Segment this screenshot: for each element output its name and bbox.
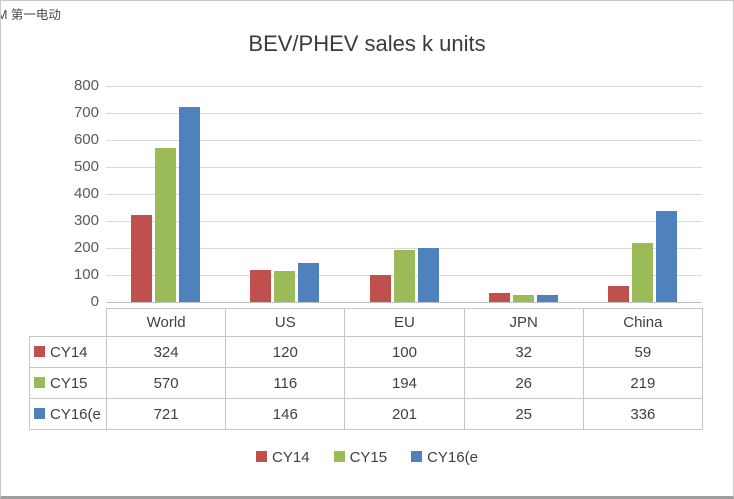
bar-cy14-jpn (488, 293, 510, 302)
y-tick-label: 600 (73, 131, 99, 148)
value-cell: 146 (225, 398, 346, 430)
gridline (106, 221, 702, 222)
gridline (106, 86, 702, 87)
bar-group-china (583, 86, 702, 302)
bar-cy16e-us (298, 262, 320, 302)
legend-label: CY15 (349, 449, 388, 466)
bar-cy15-china (631, 242, 653, 302)
legend-item: CY14 (256, 449, 310, 466)
table-row: CY15 570 116 194 26 219 (29, 367, 703, 399)
value-cell: 32 (463, 336, 584, 368)
bar-cy16e-eu (417, 247, 439, 302)
gridline (106, 140, 702, 141)
bar-cy16e-jpn (536, 295, 558, 302)
gridline (106, 248, 702, 249)
plot-area (106, 86, 702, 303)
gridline (106, 113, 702, 114)
series-label-cell: CY16(e (29, 398, 107, 430)
x-axis-line (106, 302, 702, 303)
series-swatch (34, 408, 45, 420)
value-cell: 201 (344, 398, 465, 430)
legend-swatch (256, 451, 268, 462)
value-cell: 25 (463, 398, 584, 430)
legend-swatch (411, 451, 423, 462)
bar-cy14-eu (369, 275, 391, 302)
table-header-row: World US EU JPN China (29, 308, 703, 337)
y-tick-label: 200 (73, 239, 99, 256)
bar-group-jpn (464, 86, 583, 302)
legend-item: CY15 (333, 449, 388, 466)
bar-groups (106, 86, 702, 302)
legend-item: CY16(e (411, 449, 478, 466)
table-row: CY16(e 721 146 201 25 336 (29, 398, 703, 430)
series-label-cell: CY15 (29, 367, 107, 399)
value-cell: 324 (105, 336, 227, 368)
y-tick-label: 700 (73, 104, 99, 121)
legend-label: CY16(e (427, 449, 478, 466)
bar-cy15-world (155, 148, 177, 302)
category-header: World (105, 308, 227, 337)
value-cell: 194 (344, 367, 465, 399)
chart-title: BEV/PHEV sales k units (248, 31, 486, 56)
series-swatch (34, 346, 45, 358)
y-axis-labels: 0 100 200 300 400 500 600 700 800 (53, 77, 99, 310)
category-header: US (225, 308, 346, 337)
legend-label: CY14 (272, 449, 310, 466)
value-cell: 59 (582, 336, 703, 368)
table-corner-cell (29, 308, 107, 337)
value-cell: 116 (225, 367, 346, 399)
value-cell: 26 (463, 367, 584, 399)
y-tick-label: 300 (73, 212, 99, 229)
y-tick-label: 500 (73, 158, 99, 175)
series-label-cell: CY14 (29, 336, 107, 368)
category-header: China (582, 308, 703, 337)
bar-cy15-eu (393, 249, 415, 302)
bar-cy14-world (131, 214, 153, 302)
bar-cy15-us (274, 270, 296, 302)
gridline (106, 167, 702, 168)
gridline (106, 194, 702, 195)
table-row: CY14 324 120 100 32 59 (29, 336, 703, 368)
value-cell: 721 (105, 398, 227, 430)
series-swatch (34, 377, 45, 389)
value-cell: 336 (582, 398, 703, 430)
legend-swatch (333, 451, 345, 462)
category-header: JPN (463, 308, 584, 337)
bar-cy15-jpn (512, 294, 534, 302)
value-cell: 570 (105, 367, 227, 399)
watermark: M 第一电动 (0, 8, 61, 22)
bar-group-eu (344, 86, 463, 302)
bar-group-us (225, 86, 344, 302)
value-cell: 120 (225, 336, 346, 368)
value-cell: 219 (582, 367, 703, 399)
bar-group-world (106, 86, 225, 302)
bar-cy16e-china (655, 211, 677, 302)
legend: CY14 CY15 CY16(e (1, 449, 733, 466)
bar-cy14-us (250, 269, 272, 302)
y-tick-label: 400 (73, 185, 99, 202)
category-header: EU (344, 308, 465, 337)
value-cell: 100 (344, 336, 465, 368)
y-tick-label: 0 (90, 293, 99, 310)
y-tick-label: 100 (73, 266, 99, 283)
data-table: World US EU JPN China CY14 324 120 100 32 59 CY15 57… (29, 308, 703, 430)
bar-cy14-china (607, 286, 629, 302)
y-tick-label: 800 (73, 77, 99, 94)
bar-cy16e-world (179, 107, 201, 302)
